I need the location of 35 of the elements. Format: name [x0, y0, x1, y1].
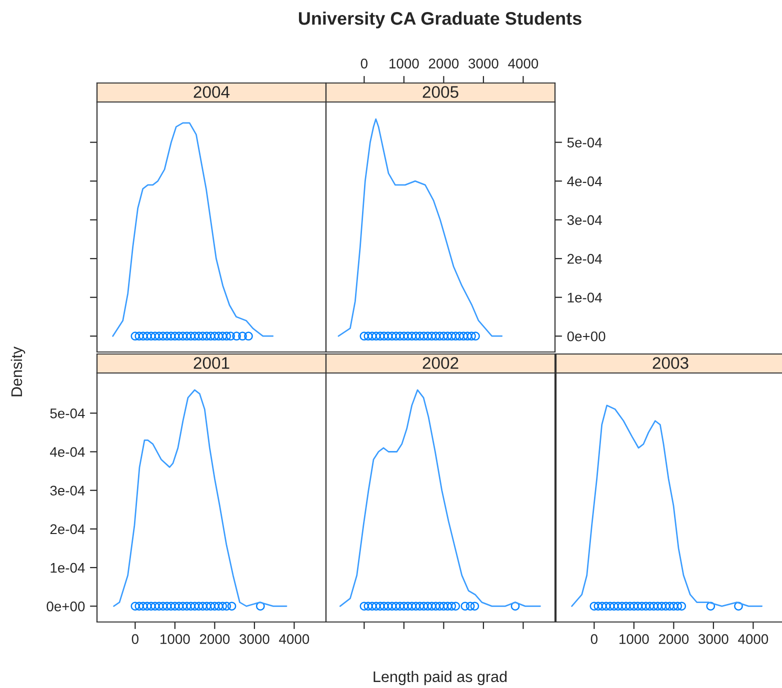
- chart-title: 2001: [194, 357, 230, 369]
- x-tick-label: 4000: [738, 634, 768, 644]
- x-tick-label: 1000: [160, 634, 190, 644]
- y-axis-title: Density: [10, 346, 26, 396]
- x-tick-label: 2000: [200, 634, 230, 644]
- x-tick-label: 0: [360, 58, 368, 68]
- y-tick-label: 2e-04: [50, 524, 85, 534]
- x-tick-label: 4000: [508, 58, 538, 68]
- y-tick-label: 5e-04: [50, 408, 85, 418]
- y-tick-label: 2e-04: [568, 254, 602, 264]
- chart-title: 2002: [422, 357, 458, 369]
- x-tick-label: 4000: [279, 634, 310, 644]
- x-tick-label: 1000: [620, 634, 649, 644]
- y-tick-label: 1e-04: [568, 292, 602, 303]
- y-tick-label: 0e+00: [567, 331, 606, 342]
- y-tick-label: 3e-04: [567, 215, 602, 225]
- y-tick-label: 4e-04: [50, 447, 85, 457]
- x-axis-title: Length paid as grad: [374, 670, 507, 686]
- x-tick-label: 0: [590, 634, 598, 644]
- y-tick-label: 1e-04: [50, 562, 85, 573]
- y-tick-label: 5e-04: [567, 138, 602, 148]
- chart-title: 2003: [652, 357, 688, 369]
- chart-title: 2005: [422, 86, 458, 98]
- y-tick-label: 3e-04: [50, 486, 85, 496]
- y-tick-label: 0e+00: [46, 602, 85, 612]
- x-tick-label: 0: [132, 634, 138, 644]
- x-tick-label: 3000: [698, 634, 728, 644]
- y-tick-label: 4e-04: [567, 176, 602, 186]
- text: University CA Graduate Students: [298, 12, 582, 28]
- x-tick-label: 3000: [240, 634, 270, 644]
- x-tick-label: 2000: [658, 634, 689, 644]
- x-tick-label: 3000: [468, 58, 498, 68]
- x-tick-label: 1000: [390, 58, 419, 68]
- chart-title: 2004: [194, 86, 230, 98]
- x-tick-label: 2000: [428, 58, 459, 68]
